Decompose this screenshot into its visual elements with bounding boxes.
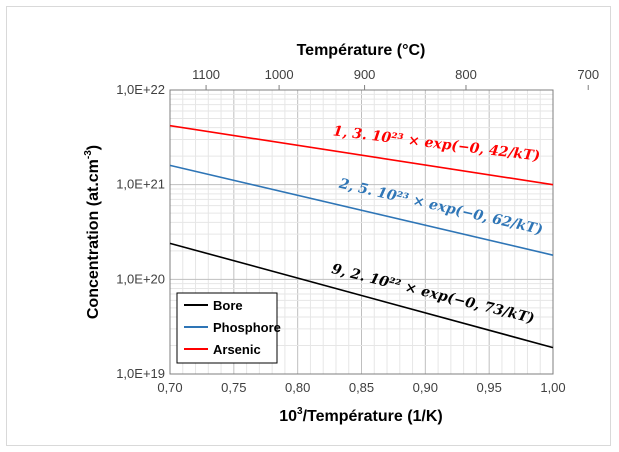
top-tick-label: 700 (577, 67, 599, 82)
x-tick-label: 0,85 (349, 380, 374, 395)
top-tick-label: 1100 (192, 67, 220, 82)
top-tick-labels: 1100 1000 900 800 700 (192, 67, 599, 90)
x-tick-labels: 0,70 0,75 0,80 0,85 0,90 0,95 1,00 (157, 380, 565, 395)
y-tick-label: 1,0E+21 (116, 177, 165, 192)
y-tick-label: 1,0E+20 (116, 271, 165, 286)
series-lines (169, 124, 554, 349)
x-tick-label: 1,00 (540, 380, 565, 395)
y-tick-label: 1,0E+22 (116, 82, 165, 97)
legend: Bore Phosphore Arsenic (176, 292, 281, 364)
x-tick-label: 0,75 (221, 380, 246, 395)
x-tick-label: 0,80 (285, 380, 310, 395)
x-axis-title: 103/Température (1/K) (279, 406, 443, 425)
x-tick-label: 0,95 (477, 380, 502, 395)
plot-border (169, 89, 554, 375)
top-tick-label: 800 (455, 67, 477, 82)
top-tick-label: 1000 (265, 67, 294, 82)
legend-label-phosphore: Phosphore (213, 320, 281, 335)
x-tick-label: 0,90 (413, 380, 438, 395)
top-tick-label: 900 (354, 67, 376, 82)
y-tick-label: 1,0E+19 (116, 366, 165, 381)
legend-label-arsenic: Arsenic (213, 342, 261, 357)
series-line-phosphore (169, 164, 554, 256)
top-axis-title: Température (°C) (297, 42, 426, 59)
y-axis-title: Concentration (at.cm-3) (83, 145, 102, 319)
series-line-arsenic (169, 124, 554, 186)
x-tick-label: 0,70 (157, 380, 182, 395)
series-line-bore (169, 242, 554, 349)
legend-label-bore: Bore (213, 298, 243, 313)
y-tick-labels: 1,0E+19 1,0E+20 1,0E+21 1,0E+22 (116, 82, 165, 381)
